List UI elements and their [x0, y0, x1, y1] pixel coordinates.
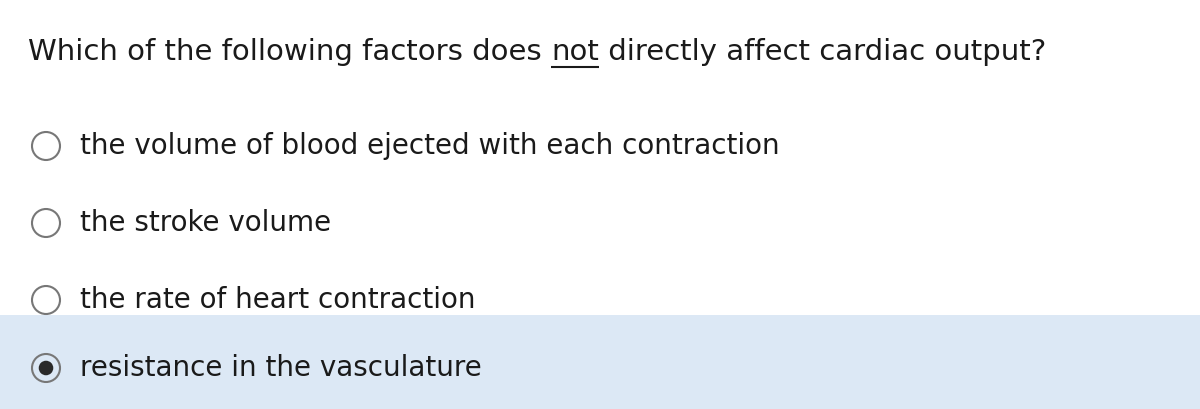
Text: directly affect cardiac output?: directly affect cardiac output? — [599, 38, 1046, 66]
Text: the stroke volume: the stroke volume — [80, 209, 331, 237]
Text: Which of the following factors does: Which of the following factors does — [28, 38, 551, 66]
Bar — [0, 315, 1200, 409]
Text: not: not — [551, 38, 599, 66]
Ellipse shape — [38, 361, 53, 375]
Text: the volume of blood ejected with each contraction: the volume of blood ejected with each co… — [80, 132, 780, 160]
Text: the rate of heart contraction: the rate of heart contraction — [80, 286, 475, 314]
Text: resistance in the vasculature: resistance in the vasculature — [80, 354, 481, 382]
